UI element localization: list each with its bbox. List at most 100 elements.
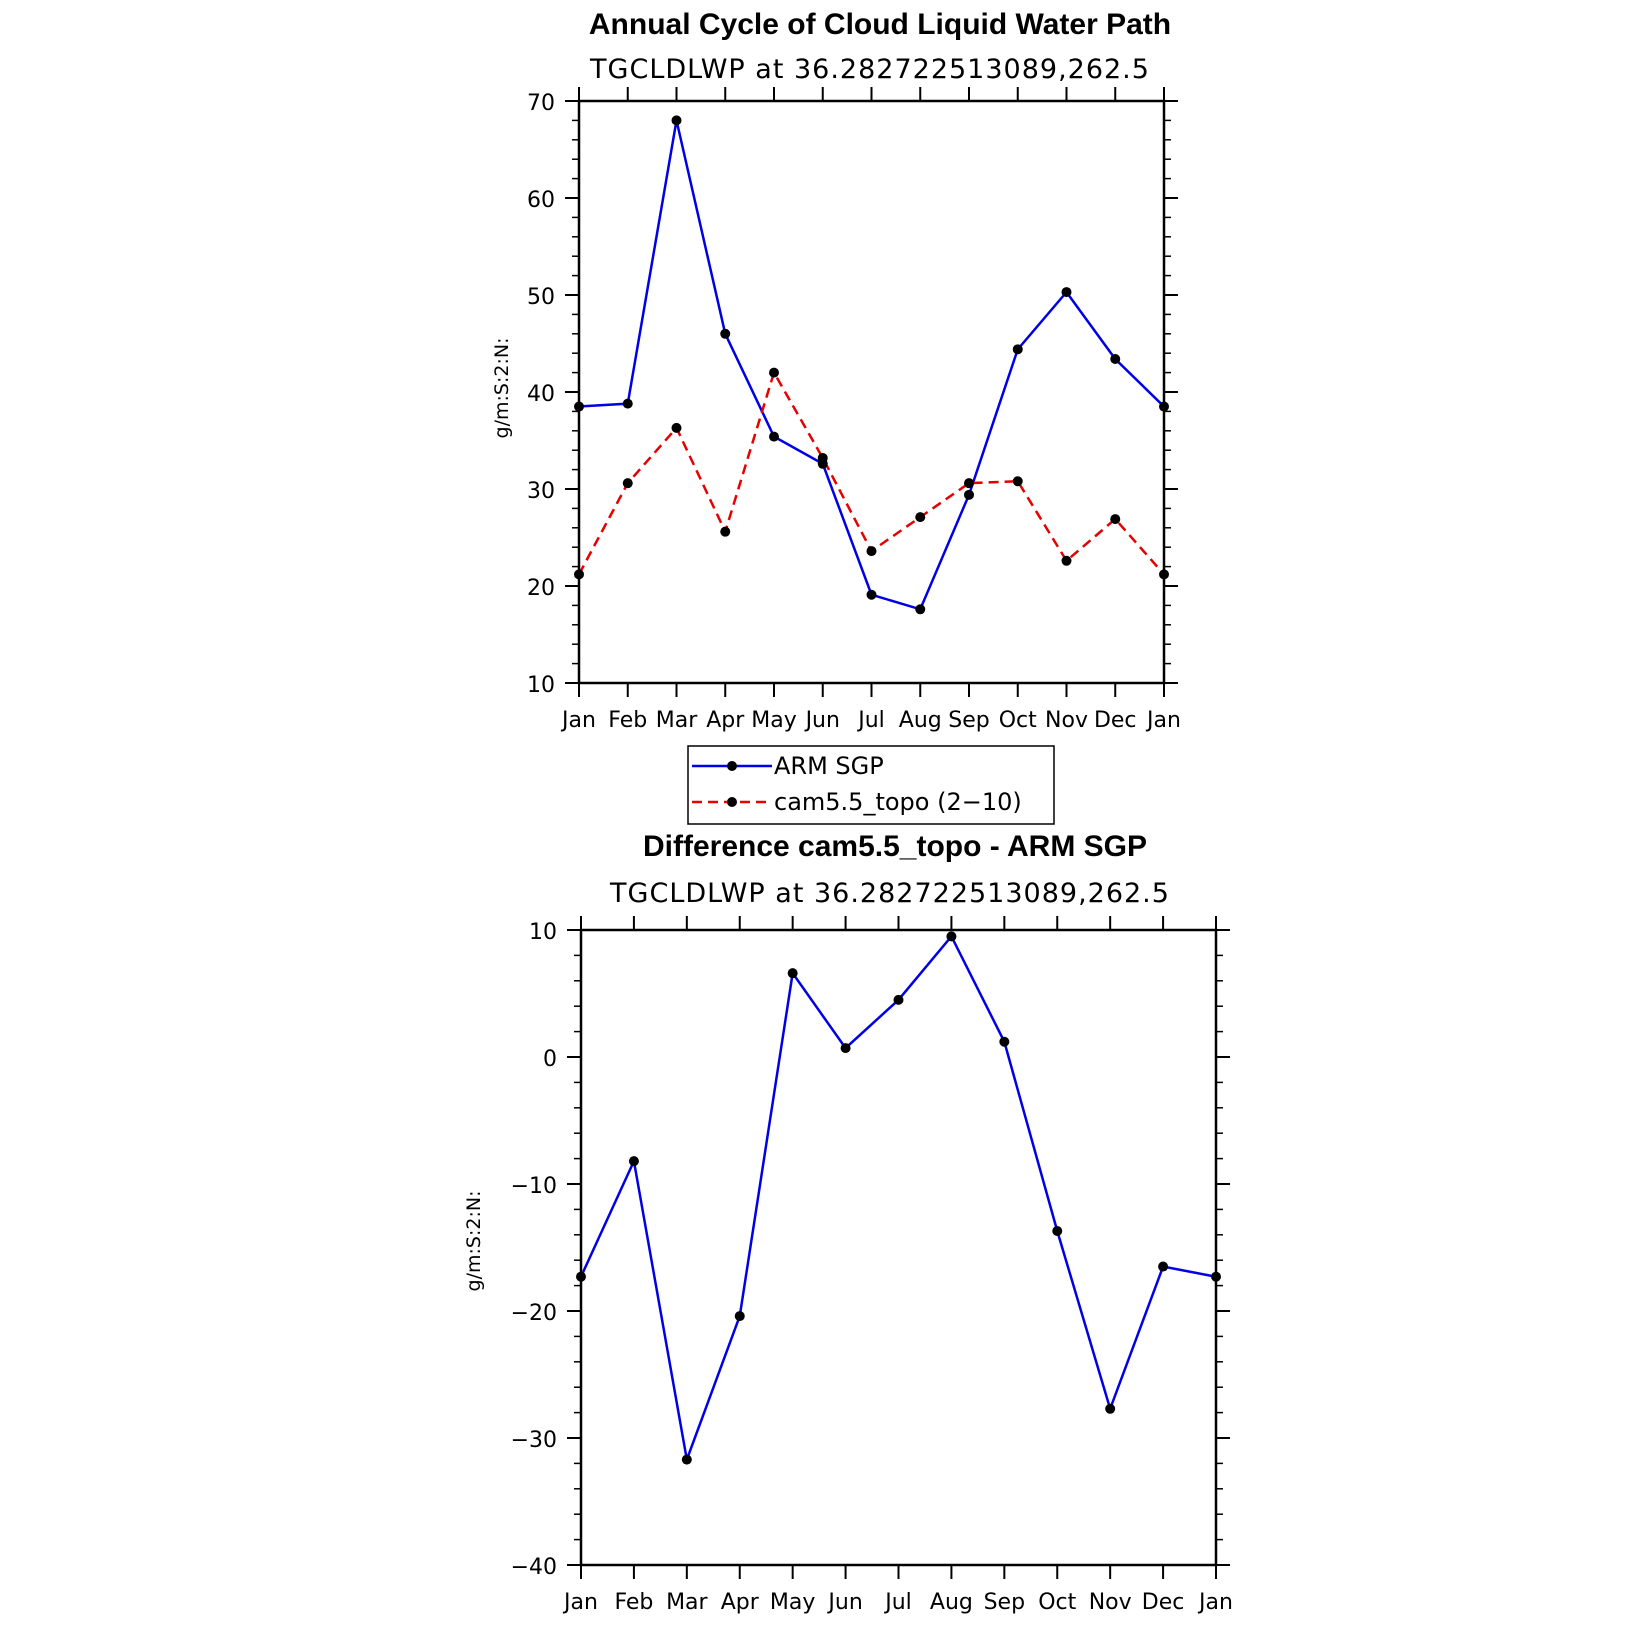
data-point bbox=[915, 512, 926, 523]
legend-marker bbox=[727, 761, 737, 771]
data-point bbox=[622, 398, 633, 409]
x-tick-label: Feb bbox=[608, 708, 647, 733]
x-tick-label: Feb bbox=[614, 1590, 653, 1615]
x-tick-label: Jun bbox=[826, 1590, 862, 1615]
legend-label: ARM SGP bbox=[774, 752, 884, 780]
legend-entry-cam5-5-topo: cam5.5_topo (2−10) bbox=[692, 788, 1022, 816]
chart-subtitle: TGCLDLWP at 36.282722513089,262.5 bbox=[589, 54, 1150, 85]
data-point bbox=[866, 589, 877, 600]
data-point bbox=[1012, 476, 1023, 487]
x-tick-label: Apr bbox=[721, 1590, 760, 1615]
chart-title: Annual Cycle of Cloud Liquid Water Path bbox=[589, 8, 1171, 41]
data-point bbox=[720, 526, 731, 537]
chart-difference: Difference cam5.5_topo - ARM SGP TGCLDLW… bbox=[463, 830, 1233, 1615]
data-point bbox=[576, 1271, 586, 1282]
legend: ARM SGP cam5.5_topo (2−10) bbox=[687, 745, 1055, 825]
chart-annual-cycle: Annual Cycle of Cloud Liquid Water Path … bbox=[491, 8, 1181, 733]
x-tick-label: May bbox=[751, 708, 796, 733]
x-tick-label: Nov bbox=[1045, 708, 1088, 733]
data-point bbox=[1110, 514, 1121, 525]
legend-box bbox=[687, 745, 1055, 825]
legend-label: cam5.5_topo (2−10) bbox=[774, 788, 1022, 816]
legend-entry-arm-sgp: ARM SGP bbox=[692, 752, 884, 780]
data-point bbox=[1061, 555, 1072, 566]
y-tick-label: −20 bbox=[511, 1301, 557, 1326]
x-tick-label: Oct bbox=[1038, 1590, 1076, 1615]
data-point bbox=[915, 604, 926, 615]
data-point bbox=[1105, 1403, 1116, 1414]
x-tick-label: Jan bbox=[1145, 708, 1181, 733]
series-line bbox=[577, 369, 1165, 576]
data-point bbox=[681, 1454, 692, 1465]
x-tick-label: Apr bbox=[706, 708, 745, 733]
plot-area: Jan Feb Mar Apr May Jun Jul Aug Sep Oct Nov Dec Jan−… bbox=[511, 916, 1233, 1615]
y-tick-label: 50 bbox=[527, 285, 555, 310]
series-line bbox=[578, 120, 1165, 611]
x-tick-label: Mar bbox=[656, 708, 698, 733]
data-point bbox=[787, 968, 798, 979]
plot-frame bbox=[579, 928, 1218, 1567]
data-point bbox=[817, 452, 828, 463]
y-tick-label: 20 bbox=[527, 576, 555, 601]
y-tick-label: −40 bbox=[511, 1555, 557, 1580]
data-point bbox=[946, 931, 957, 942]
x-tick-label: Nov bbox=[1089, 1590, 1132, 1615]
chart-title: Difference cam5.5_topo - ARM SGP bbox=[643, 830, 1147, 863]
data-point bbox=[1052, 1225, 1063, 1236]
x-tick-label: Jan bbox=[560, 708, 596, 733]
data-point bbox=[1061, 287, 1072, 298]
x-tick-label: Oct bbox=[999, 708, 1037, 733]
y-tick-label: 60 bbox=[527, 188, 555, 213]
x-tick-label: Sep bbox=[984, 1590, 1025, 1615]
y-tick-label: 0 bbox=[543, 1047, 557, 1072]
data-point bbox=[734, 1311, 745, 1322]
data-point bbox=[671, 115, 682, 126]
y-tick-label: 10 bbox=[527, 673, 555, 698]
x-tick-label: Dec bbox=[1094, 708, 1137, 733]
series-line bbox=[579, 934, 1217, 1465]
data-point bbox=[840, 1043, 851, 1054]
data-point bbox=[574, 569, 584, 580]
data-point bbox=[671, 422, 682, 433]
x-tick-label: Jan bbox=[1197, 1590, 1233, 1615]
data-point bbox=[1012, 344, 1023, 355]
x-tick-label: Jan bbox=[562, 1590, 598, 1615]
data-point bbox=[720, 328, 731, 339]
chart-subtitle: TGCLDLWP at 36.282722513089,262.5 bbox=[609, 878, 1170, 909]
x-tick-label: Sep bbox=[948, 708, 989, 733]
y-tick-label: 30 bbox=[527, 479, 555, 504]
data-point bbox=[628, 1156, 639, 1167]
data-point bbox=[964, 489, 974, 500]
plot-area: Jan Feb Mar Apr May Jun Jul Aug Sep Oct Nov Dec Jan1… bbox=[527, 87, 1181, 733]
legend-marker bbox=[727, 797, 737, 807]
x-tick-label: Aug bbox=[930, 1590, 973, 1615]
data-point bbox=[769, 431, 779, 442]
y-tick-label: 70 bbox=[527, 91, 555, 116]
data-point bbox=[622, 478, 633, 489]
x-tick-label: Dec bbox=[1142, 1590, 1185, 1615]
x-tick-label: Aug bbox=[899, 708, 942, 733]
y-tick-label: −10 bbox=[511, 1174, 557, 1199]
data-point bbox=[1110, 354, 1121, 365]
y-tick-label: 10 bbox=[529, 920, 557, 945]
data-point bbox=[893, 994, 904, 1005]
y-axis-label: g/m:S:2:N: bbox=[463, 1191, 485, 1292]
data-point bbox=[866, 546, 877, 557]
data-point bbox=[574, 401, 584, 412]
x-tick-label: Jun bbox=[804, 708, 840, 733]
x-tick-label: Jul bbox=[856, 708, 885, 733]
x-tick-label: May bbox=[770, 1590, 815, 1615]
y-axis-label: g/m:S:2:N: bbox=[491, 338, 513, 439]
data-point bbox=[964, 478, 974, 489]
y-tick-label: −30 bbox=[511, 1428, 557, 1453]
data-point bbox=[1159, 569, 1169, 580]
y-tick-label: 40 bbox=[527, 382, 555, 407]
data-point bbox=[999, 1036, 1010, 1047]
x-tick-label: Jul bbox=[883, 1590, 912, 1615]
data-point bbox=[1158, 1261, 1169, 1272]
x-tick-label: Mar bbox=[666, 1590, 708, 1615]
data-point bbox=[1211, 1271, 1221, 1282]
data-point bbox=[1159, 401, 1169, 412]
data-point bbox=[769, 367, 779, 378]
